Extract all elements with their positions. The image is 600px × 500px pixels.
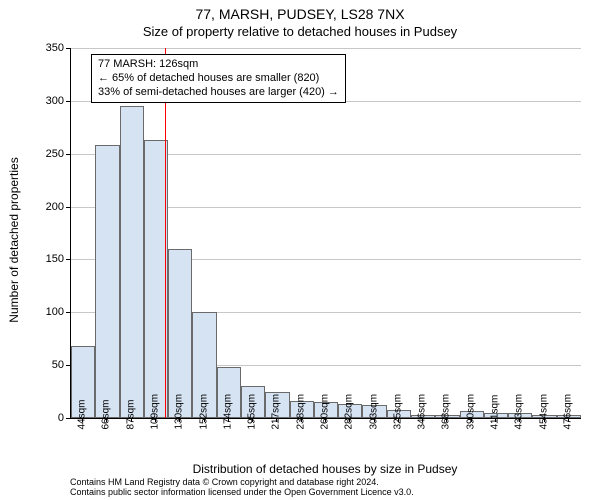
grid-line: [71, 48, 581, 49]
y-tick-mark: [66, 365, 70, 366]
y-tick-mark: [66, 312, 70, 313]
y-tick-label: 100: [24, 306, 64, 318]
reference-line: [165, 48, 166, 418]
y-tick-label: 300: [24, 95, 64, 107]
y-tick-label: 350: [24, 42, 64, 54]
x-axis-label: Distribution of detached houses by size …: [70, 462, 580, 476]
y-tick-label: 250: [24, 148, 64, 160]
histogram-bar: [168, 249, 192, 418]
y-tick-label: 200: [24, 201, 64, 213]
y-tick-label: 0: [24, 412, 64, 424]
chart-subtitle: Size of property relative to detached ho…: [0, 24, 600, 39]
footer-attribution: Contains HM Land Registry data © Crown c…: [70, 478, 414, 498]
y-tick-label: 150: [24, 253, 64, 265]
y-axis-label: Number of detached properties: [7, 157, 21, 322]
y-tick-mark: [66, 48, 70, 49]
annotation-line: ← 65% of detached houses are smaller (82…: [98, 72, 339, 86]
annotation-line: 77 MARSH: 126sqm: [98, 58, 339, 72]
y-tick-mark: [66, 101, 70, 102]
y-tick-mark: [66, 207, 70, 208]
annotation-box: 77 MARSH: 126sqm← 65% of detached houses…: [91, 54, 346, 103]
annotation-line: 33% of semi-detached houses are larger (…: [98, 86, 339, 100]
histogram-bar: [95, 145, 119, 418]
y-tick-mark: [66, 259, 70, 260]
plot-area: 77 MARSH: 126sqm← 65% of detached houses…: [70, 48, 581, 419]
chart-title: 77, MARSH, PUDSEY, LS28 7NX: [0, 6, 600, 22]
y-tick-mark: [66, 154, 70, 155]
footer-line-2: Contains public sector information licen…: [70, 488, 414, 498]
chart-container: 77, MARSH, PUDSEY, LS28 7NX Size of prop…: [0, 0, 600, 500]
y-tick-mark: [66, 418, 70, 419]
histogram-bar: [120, 106, 144, 418]
y-tick-label: 50: [24, 359, 64, 371]
